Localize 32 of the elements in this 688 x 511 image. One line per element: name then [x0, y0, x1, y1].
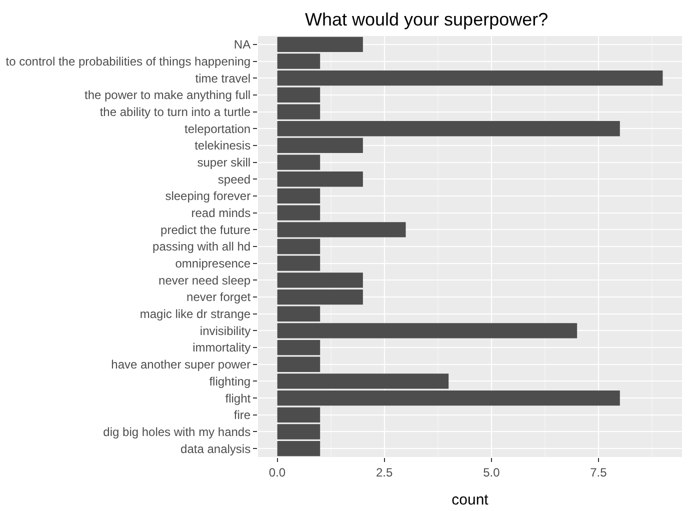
x-axis-title: count	[452, 491, 490, 508]
y-tick-label: fire	[234, 408, 251, 422]
bar	[277, 238, 320, 254]
y-tick-label: the power to make anything full	[84, 88, 251, 102]
y-tick-label: never need sleep	[158, 273, 251, 288]
y-tick-label: NA	[234, 38, 251, 52]
y-tick-label: read minds	[191, 206, 251, 220]
chart-title: What would your superpower?	[304, 9, 548, 30]
y-tick-label: to control the probabilities of things happening	[6, 54, 251, 68]
y-tick-label: omnipresence	[175, 256, 251, 271]
y-tick-label: never forget	[186, 290, 252, 304]
y-tick-label: have another super power	[111, 358, 251, 372]
y-tick-label: data analysis	[180, 442, 251, 456]
y-tick-label: invisibility	[200, 324, 251, 338]
y-tick-label: telekinesis	[194, 138, 251, 153]
y-tick-label: magic like dr strange	[140, 307, 251, 322]
y-tick-label: the ability to turn into a turtle	[100, 104, 251, 119]
y-tick-label: immortality	[192, 340, 251, 355]
y-tick-label: flight	[225, 391, 252, 406]
y-tick-label: teleportation	[184, 122, 251, 136]
y-tick-label: dig big holes with my hands	[103, 424, 251, 439]
y-tick-label: sleeping forever	[165, 189, 251, 204]
y-tick-label: predict the future	[160, 222, 251, 237]
y-tick-label: time travel	[195, 71, 251, 86]
x-tick-label: 5.0	[483, 465, 500, 480]
x-tick-label: 7.5	[590, 465, 608, 480]
x-tick-label: 2.5	[376, 465, 394, 480]
x-tick-label: 0.0	[268, 465, 286, 480]
y-tick-label: passing with all hd	[152, 240, 251, 254]
y-tick-label: super skill	[197, 156, 251, 170]
y-tick-label: flighting	[209, 374, 251, 388]
y-tick-label: speed	[218, 172, 251, 186]
